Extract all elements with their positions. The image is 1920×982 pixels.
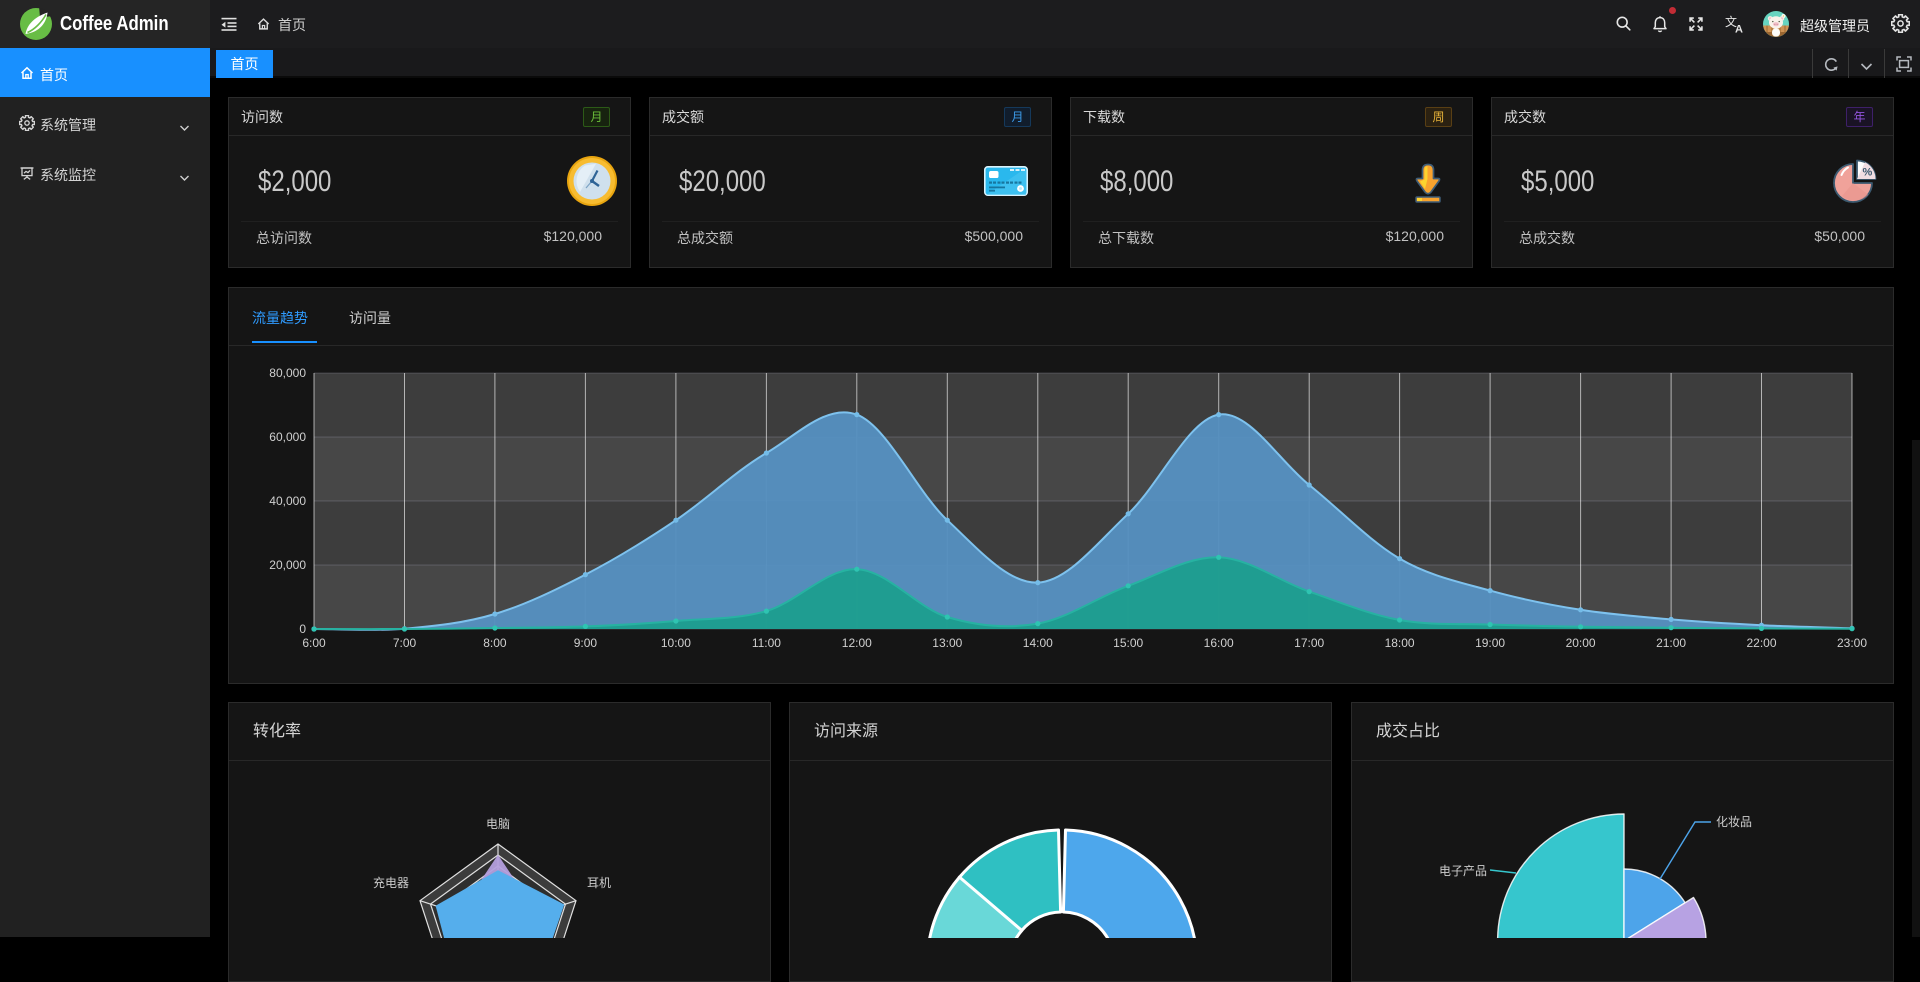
svg-text:8:00: 8:00 — [483, 636, 507, 650]
svg-text:电脑: 电脑 — [486, 817, 510, 831]
svg-text:15:00: 15:00 — [1113, 636, 1143, 650]
svg-text:6:00: 6:00 — [302, 636, 326, 650]
svg-text:A: A — [1735, 24, 1743, 35]
svg-text:充电器: 充电器 — [373, 875, 409, 890]
svg-text:21:00: 21:00 — [1656, 636, 1686, 650]
svg-text:20,000: 20,000 — [269, 558, 306, 572]
svg-text:电子产品: 电子产品 — [1439, 864, 1487, 878]
svg-text:23:00: 23:00 — [1837, 636, 1867, 650]
svg-text:化妆品: 化妆品 — [1716, 815, 1752, 829]
svg-text:22:00: 22:00 — [1746, 636, 1776, 650]
svg-text:80,000: 80,000 — [269, 366, 306, 380]
svg-text:12:00: 12:00 — [842, 636, 872, 650]
svg-text:%: % — [1863, 167, 1873, 179]
svg-text:40,000: 40,000 — [269, 494, 306, 508]
svg-text:10:00: 10:00 — [661, 636, 691, 650]
svg-text:0: 0 — [299, 622, 306, 636]
svg-text:60,000: 60,000 — [269, 430, 306, 444]
svg-text:9:00: 9:00 — [574, 636, 598, 650]
svg-text:19:00: 19:00 — [1475, 636, 1505, 650]
svg-text:17:00: 17:00 — [1294, 636, 1324, 650]
svg-text:文: 文 — [1725, 15, 1737, 30]
svg-text:18:00: 18:00 — [1385, 636, 1415, 650]
svg-text:16:00: 16:00 — [1204, 636, 1234, 650]
svg-text:13:00: 13:00 — [932, 636, 962, 650]
svg-text:耳机: 耳机 — [587, 876, 611, 890]
svg-text:20:00: 20:00 — [1566, 636, 1596, 650]
svg-text:7:00: 7:00 — [393, 636, 417, 650]
svg-text:11:00: 11:00 — [752, 636, 781, 650]
svg-text:14:00: 14:00 — [1023, 636, 1053, 650]
